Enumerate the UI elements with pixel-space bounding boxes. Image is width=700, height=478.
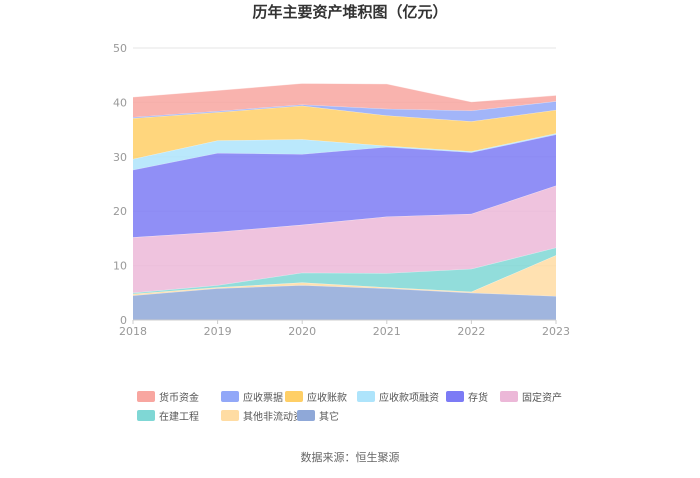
legend-swatch bbox=[221, 391, 239, 402]
legend-label: 在建工程 bbox=[159, 410, 199, 423]
legend-item[interactable]: 应收款项融资 bbox=[357, 391, 439, 404]
legend-label: 其它 bbox=[319, 410, 339, 423]
legend-label: 应收账款 bbox=[307, 391, 347, 404]
legend-item[interactable]: 在建工程 bbox=[137, 410, 199, 423]
area-series-1 bbox=[133, 255, 556, 297]
legend-label: 应收款项融资 bbox=[379, 391, 439, 404]
y-tick-label: 0 bbox=[120, 314, 127, 327]
data-source: 数据来源：恒生聚源 bbox=[301, 450, 400, 464]
x-tick-label: 2019 bbox=[204, 325, 232, 338]
legend-label: 应收票据 bbox=[243, 391, 283, 404]
y-tick-label: 10 bbox=[113, 260, 127, 273]
area-series-4 bbox=[133, 134, 556, 238]
chart-title: 历年主要资产堆积图（亿元） bbox=[252, 3, 447, 21]
legend-swatch bbox=[137, 391, 155, 402]
x-tick-label: 2018 bbox=[119, 325, 147, 338]
area-series-0 bbox=[133, 285, 556, 320]
legend-item[interactable]: 货币资金 bbox=[137, 391, 199, 404]
area-series-edge bbox=[132, 82, 557, 103]
legend-swatch bbox=[500, 391, 518, 402]
area-series-3 bbox=[133, 185, 556, 293]
legend-swatch bbox=[297, 410, 315, 421]
legend-label: 其他非流动资产 bbox=[243, 410, 313, 423]
area-series-5 bbox=[133, 133, 556, 170]
area-series-6 bbox=[133, 105, 556, 159]
x-tick-label: 2023 bbox=[542, 325, 570, 338]
legend-item[interactable]: 其他非流动资产 bbox=[221, 410, 313, 423]
y-tick-label: 40 bbox=[113, 96, 127, 109]
legend-swatch bbox=[446, 391, 464, 402]
x-tick-label: 2022 bbox=[457, 325, 485, 338]
y-tick-label: 20 bbox=[113, 205, 127, 218]
legend-label: 固定资产 bbox=[522, 391, 562, 404]
legend-swatch bbox=[357, 391, 375, 402]
y-tick-label: 50 bbox=[113, 42, 127, 55]
legend-swatch bbox=[137, 410, 155, 421]
axes: 0 10 20 30 40 50 2018 2019 2020 2021 2022 2023 bbox=[113, 42, 570, 338]
legend-label: 货币资金 bbox=[159, 391, 199, 404]
legend-swatch bbox=[285, 391, 303, 402]
area-series-7 bbox=[133, 101, 556, 122]
legend-item[interactable]: 应收账款 bbox=[285, 391, 347, 404]
legend-item[interactable]: 固定资产 bbox=[500, 391, 562, 404]
legend-item[interactable]: 存货 bbox=[446, 391, 488, 404]
y-tick-label: 30 bbox=[113, 151, 127, 164]
x-tick-label: 2021 bbox=[373, 325, 401, 338]
area-series-8 bbox=[133, 83, 556, 118]
legend-label: 存货 bbox=[468, 391, 488, 404]
legend-item[interactable]: 其它 bbox=[297, 410, 339, 423]
legend-item[interactable]: 应收票据 bbox=[221, 391, 283, 404]
x-tick-label: 2020 bbox=[288, 325, 316, 338]
legend-swatch bbox=[221, 410, 239, 421]
stacked-areas bbox=[132, 82, 557, 320]
